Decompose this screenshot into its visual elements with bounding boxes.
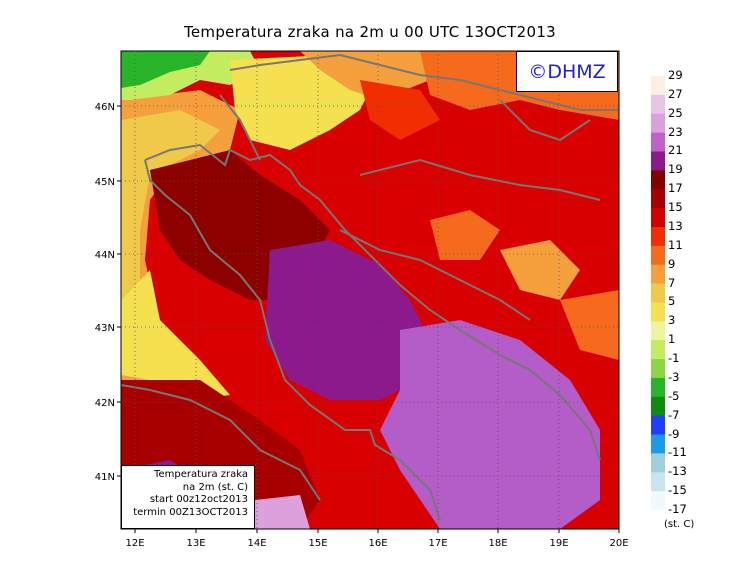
info-line-4: termin 00Z13OCT2013 <box>133 506 248 518</box>
colorbar-level-label: -7 <box>668 407 680 422</box>
info-line-2: na 2m (st. C) <box>182 481 248 493</box>
colorbar-level-label: 21 <box>668 143 683 158</box>
colorbar-swatch <box>651 151 665 171</box>
colorbar-level-label: 13 <box>668 218 683 233</box>
border-north <box>229 53 619 111</box>
field-north-croatia <box>360 80 440 140</box>
border-hungary <box>499 99 591 142</box>
colorbar-level-label: -13 <box>668 464 687 479</box>
lon-label: 19E <box>549 538 568 549</box>
field-serbia-orange <box>500 240 580 300</box>
lat-label: 44N <box>95 250 115 261</box>
colorbar-swatch <box>651 434 665 454</box>
field-alps-green <box>121 51 210 88</box>
lat-label: 45N <box>95 177 115 188</box>
colorbar-level-label: 3 <box>668 313 676 328</box>
lon-label: 17E <box>428 538 447 549</box>
colorbar-swatch <box>651 340 665 360</box>
axis-ticks: 46N 45N 44N 43N 42N 41N 12E 13E 14E 15E 16E 17E 18E 1… <box>95 102 629 549</box>
colorbar-level-label: 9 <box>668 256 676 271</box>
colorbar-level-label: 11 <box>668 237 683 252</box>
colorbar-swatch <box>651 226 665 247</box>
colorbar-swatch <box>651 189 665 209</box>
colorbar-swatch <box>651 453 665 473</box>
colorbar-level-label: -5 <box>668 388 680 403</box>
colorbar-swatch <box>651 113 665 134</box>
colorbar-level-label: -1 <box>668 351 680 366</box>
colorbar-swatch <box>651 472 665 492</box>
lat-label: 43N <box>95 323 115 334</box>
colorbar-level-label: -15 <box>668 483 687 498</box>
info-box: Temperatura zraka na 2m (st. C) start 00… <box>121 465 255 529</box>
field-italy-light <box>121 270 230 400</box>
colorbar-swatch <box>651 491 665 510</box>
colorbar-swatch <box>651 94 665 115</box>
colorbar-level-label: 27 <box>668 86 683 101</box>
colorbar-swatch <box>651 245 665 266</box>
coastlines <box>121 53 619 521</box>
lon-label: 18E <box>488 538 507 549</box>
colorbar-level-label: -17 <box>668 502 687 516</box>
colorbar-level-label: 1 <box>668 332 676 347</box>
colorbar-level-label: 5 <box>668 294 676 309</box>
colorbar-swatch <box>651 396 665 417</box>
lat-label: 46N <box>95 102 115 113</box>
colorbar-swatch <box>651 283 665 303</box>
colorbar-swatch <box>651 302 665 322</box>
colorbar-level-label: 23 <box>668 124 683 139</box>
map-frame <box>120 50 620 530</box>
colorbar-level-label: 7 <box>668 275 676 290</box>
colorbar-swatch <box>651 359 665 379</box>
colorbar-level-label: -3 <box>668 369 680 384</box>
colorbar-level-label: 25 <box>668 105 683 120</box>
colorbar <box>651 76 665 510</box>
lon-label: 16E <box>368 538 387 549</box>
info-line-1: Temperatura zraka <box>154 469 248 480</box>
coastline-east-adriatic <box>144 143 601 461</box>
colorbar-level-label: 19 <box>668 162 683 177</box>
field-bosnia-orange <box>430 210 500 260</box>
colorbar-swatch <box>651 208 665 228</box>
border-bih <box>339 229 531 321</box>
field-adriatic-purple <box>265 240 430 400</box>
lat-label: 41N <box>95 472 115 483</box>
colorbar-swatch <box>651 321 665 341</box>
field-italy-yellow <box>121 110 220 300</box>
lon-label: 15E <box>308 538 327 549</box>
dhmz-logo: ©DHMZ <box>516 51 618 92</box>
colorbar-level-label: 15 <box>668 200 683 215</box>
graticule <box>121 51 619 529</box>
map-fields <box>121 51 619 529</box>
field-south-adriatic <box>380 320 600 529</box>
colorbar-level-label: -9 <box>668 426 680 441</box>
lon-label: 12E <box>125 538 144 549</box>
border-slovenia <box>219 94 261 161</box>
field-ionian-light <box>255 495 310 529</box>
lat-label: 42N <box>95 398 115 409</box>
colorbar-unit: (st. C) <box>664 519 695 530</box>
colorbar-level-label: 29 <box>668 68 683 82</box>
border-sava <box>359 158 601 201</box>
lon-label: 13E <box>186 538 205 549</box>
colorbar-level-label: 17 <box>668 181 683 196</box>
colorbar-level-label: -11 <box>668 445 687 460</box>
colorbar-swatch <box>651 76 665 96</box>
info-line-3: start 00z12oct2013 <box>149 494 248 505</box>
colorbar-swatch <box>651 415 665 436</box>
lon-label: 14E <box>247 538 266 549</box>
colorbar-swatch <box>651 264 665 285</box>
colorbar-swatch <box>651 170 665 190</box>
map-title: Temperatura zraka na 2m u 00 UTC 13OCT20… <box>183 23 557 41</box>
coastline-south-italy <box>121 384 321 501</box>
colorbar-swatch <box>651 132 665 152</box>
colorbar-swatch <box>651 377 665 398</box>
coastline-west-adriatic <box>144 159 441 521</box>
lon-label: 20E <box>609 538 628 549</box>
field-east-orange <box>560 290 619 360</box>
